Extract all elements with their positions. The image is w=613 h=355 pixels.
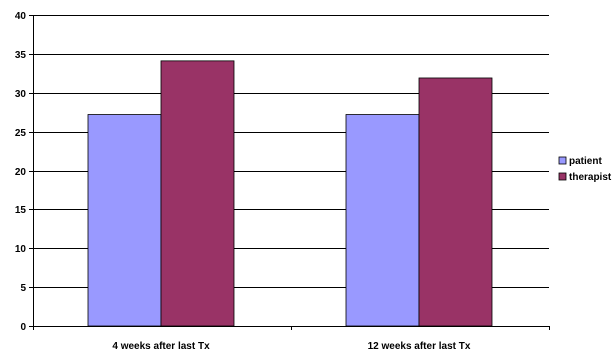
y-tick-label-25: 25: [15, 128, 27, 139]
bar-therapist-1: [160, 60, 235, 327]
y-tick-label-20: 20: [15, 167, 27, 178]
legend-swatch-therapist: [558, 172, 567, 181]
bar-patient-2: [345, 114, 420, 327]
y-tick-label-35: 35: [15, 50, 27, 61]
legend-label-therapist: therapist: [569, 172, 612, 183]
y-tick-label-5: 5: [20, 283, 26, 294]
y-tick-label-40: 40: [15, 11, 27, 22]
bar-patient-1: [87, 114, 162, 327]
x-category-label-1: 4 weeks after last Tx: [112, 341, 210, 352]
y-tick-label-30: 30: [15, 89, 27, 100]
bar-therapist-2: [418, 77, 493, 327]
y-tick-label-0: 0: [20, 322, 26, 333]
legend-label-patient: patient: [569, 156, 602, 167]
y-tick-label-10: 10: [15, 244, 27, 255]
x-category-label-2: 12 weeks after last Tx: [368, 341, 471, 352]
y-tick-label-15: 15: [15, 205, 27, 216]
legend-swatch-patient: [558, 156, 567, 165]
